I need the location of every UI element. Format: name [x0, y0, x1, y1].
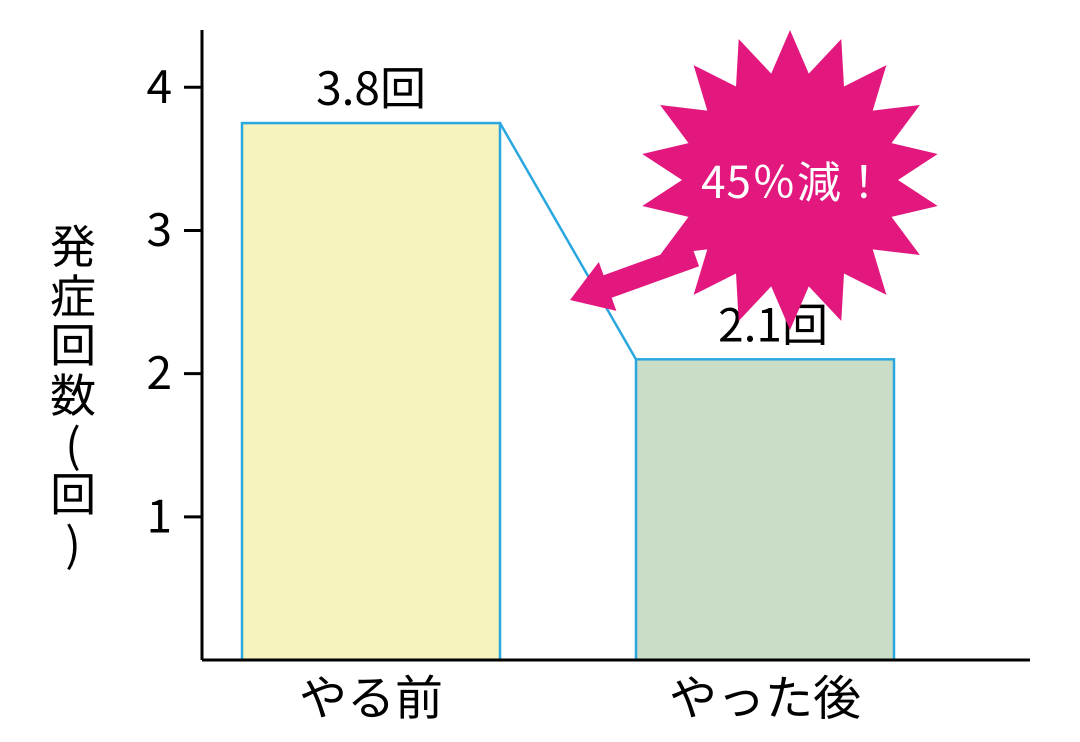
x-category-label-0: やる前 — [299, 659, 443, 729]
y-tick-label: 2 — [146, 337, 172, 403]
y-axis-title: 発症回数(回) — [48, 220, 98, 568]
callout-text: 45％減！ — [701, 147, 887, 211]
bar-value-label-0: 3.8回 — [316, 53, 426, 119]
bar-1 — [636, 359, 894, 660]
x-category-label-1: やった後 — [669, 659, 861, 729]
bar-0 — [242, 123, 500, 660]
onset-count-chart: 1 2 3 4 3.8回 2.1回やる前 やった後 45％減！ — [0, 0, 1080, 742]
y-axis-title-char: ) — [48, 518, 98, 568]
callout-arrow — [570, 244, 699, 311]
y-tick-label: 1 — [146, 480, 172, 546]
bar-connector-line — [500, 123, 636, 359]
y-tick-label: 4 — [146, 51, 172, 117]
bar-value-label-1: 2.1回 — [718, 289, 828, 355]
y-tick-label: 3 — [146, 194, 172, 260]
